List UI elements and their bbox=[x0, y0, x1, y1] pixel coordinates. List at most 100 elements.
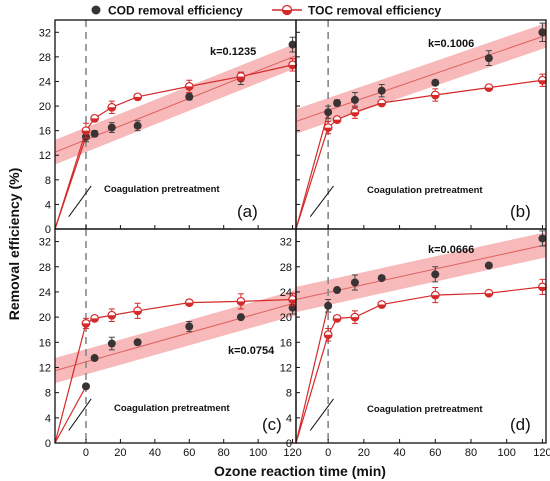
panel-d-x-tick-label: 120 bbox=[533, 447, 550, 459]
panel-a-y-tick-label: 28 bbox=[39, 52, 51, 64]
panel-d-toc-point-fill bbox=[485, 293, 493, 298]
panel-c-toc-point-fill bbox=[288, 299, 297, 304]
panel-b-label: (b) bbox=[510, 202, 531, 221]
panel-a-annotation-pointer bbox=[68, 185, 92, 218]
panel-d-x-tick-label: 20 bbox=[358, 447, 370, 459]
panel-a-fit-line bbox=[54, 55, 297, 153]
panel-a-plot: 0 4 8 12 16 20 24 28 32 bbox=[39, 19, 297, 236]
panel-d-cod-point bbox=[538, 234, 547, 243]
panel-c-cod-point bbox=[107, 339, 116, 348]
panel-c-y-tick-label: 4 bbox=[45, 413, 51, 425]
panel-a-toc-point-fill bbox=[108, 107, 116, 112]
panel-c-y-tick-label: 8 bbox=[45, 388, 51, 400]
panel-c-cod-point bbox=[133, 338, 142, 347]
panel-d-y-tick-label: 8 bbox=[286, 388, 292, 400]
panel-b-toc-point-fill bbox=[431, 94, 440, 99]
panel-d-y-tick-label: 20 bbox=[280, 312, 292, 324]
panel-c-k-label: k=0.0754 bbox=[228, 345, 275, 357]
panel-d-toc-point-fill bbox=[324, 334, 332, 339]
panel-d-cod-point bbox=[333, 286, 342, 295]
panel-c-x-tick-label: 40 bbox=[149, 447, 161, 459]
panel-c-y-tick-label: 20 bbox=[39, 312, 51, 324]
panel-c-toc-point-fill bbox=[185, 302, 194, 307]
panel-d-x-tick-label: 80 bbox=[465, 447, 477, 459]
panel-c-y-tick-label: 16 bbox=[39, 337, 51, 349]
panel-c-toc-point-fill bbox=[90, 318, 99, 323]
panel-b-toc-point-fill bbox=[333, 119, 341, 124]
panel-c-x-tick-label: 120 bbox=[283, 447, 301, 459]
panel-a-y-tick-label: 4 bbox=[45, 199, 51, 211]
panel-b-toc-point-fill bbox=[538, 80, 547, 85]
panel-c-toc-point-fill bbox=[82, 323, 90, 328]
panel-d-cod-point bbox=[377, 274, 386, 283]
panel-a-cod-start-line bbox=[54, 136, 87, 230]
panel-b-toc-point-fill bbox=[377, 102, 386, 107]
panel-d-cod-point bbox=[350, 278, 359, 287]
panel-d-x-tick-label: 60 bbox=[429, 447, 441, 459]
panel-d-toc-point-fill bbox=[351, 317, 359, 321]
panel-a-y-tick-label: 16 bbox=[39, 126, 51, 138]
panel-a-y-tick-label: 12 bbox=[39, 150, 51, 162]
panel-a-y-tick-label: 0 bbox=[45, 224, 51, 236]
legend-cod-marker bbox=[91, 5, 101, 15]
panel-a-toc-point-fill bbox=[237, 76, 245, 81]
panel-c-annotation-pointer bbox=[68, 398, 92, 431]
panel-c-y-tick-label: 24 bbox=[39, 287, 51, 299]
panel-d-cod-point bbox=[324, 301, 333, 310]
panel-d-frame bbox=[295, 228, 547, 444]
legend-cod-label: COD removal efficiency bbox=[108, 4, 243, 18]
panel-d-toc-point-fill bbox=[333, 318, 341, 323]
panel-c-x-tick-label: 60 bbox=[183, 447, 195, 459]
panel-c-annotation: Coagulation pretreatment bbox=[114, 403, 230, 414]
panel-c-cod-point bbox=[185, 322, 194, 331]
panel-a-toc-point-fill bbox=[90, 118, 99, 123]
panel-a-y-tick-label: 24 bbox=[39, 76, 51, 88]
panel-b: k=0.1006 Coagulation pretreatment (b) bbox=[295, 19, 547, 230]
panel-d-y-tick-label: 28 bbox=[280, 262, 292, 274]
panel-b-annotation: Coagulation pretreatment bbox=[367, 185, 483, 196]
panel-b-toc-point-fill bbox=[324, 127, 332, 132]
panel-c-x-tick-label: 100 bbox=[249, 447, 267, 459]
y-axis-title: Removal efficiency (%) bbox=[6, 168, 22, 321]
panel-d-y-tick-label: 24 bbox=[280, 287, 292, 299]
legend-toc-marker-fill bbox=[282, 10, 292, 15]
panel-b-cod-point bbox=[324, 108, 333, 117]
panel-d-y-tick-label: 4 bbox=[286, 413, 292, 425]
panel-b-cod-point bbox=[350, 95, 359, 104]
panel-a: 0 4 8 12 16 20 24 28 32 k=0.1235 Coagulation pre… bbox=[39, 19, 297, 236]
x-axis-title: Ozone reaction time (min) bbox=[214, 463, 386, 479]
panel-d-x-tick-label: 0 bbox=[325, 447, 331, 459]
panel-d-label: (d) bbox=[510, 415, 531, 434]
panel-d-x-tick-label: 40 bbox=[393, 447, 405, 459]
panel-d-annotation: Coagulation pretreatment bbox=[367, 404, 483, 415]
panel-c-toc-point-fill bbox=[133, 310, 142, 315]
panel-b-cod-point bbox=[333, 98, 342, 107]
panel-a-annotation: Coagulation pretreatment bbox=[104, 184, 220, 195]
panel-d-y-tick-label: 32 bbox=[280, 237, 292, 249]
panel-b-plot bbox=[295, 19, 547, 230]
panel-b-annotation-pointer bbox=[309, 185, 334, 218]
legend: COD removal efficiency TOC removal effic… bbox=[91, 4, 441, 18]
panel-a-cod-point bbox=[133, 121, 142, 130]
panel-d-y-tick-label: 16 bbox=[280, 337, 292, 349]
panel-c-x-tick-label: 0 bbox=[83, 447, 89, 459]
panel-b-cod-point bbox=[538, 28, 547, 37]
panel-d-plot: 0 4 8 12 16 20 24 28 32 0 20 40 60 80 100 120 bbox=[280, 228, 550, 459]
panel-a-y-tick-label: 8 bbox=[45, 175, 51, 187]
panel-c-fit-line bbox=[54, 302, 297, 372]
panel-c-x-tick-label: 20 bbox=[114, 447, 126, 459]
panel-d-toc-line bbox=[295, 286, 543, 444]
panel-a-toc-point-fill bbox=[82, 130, 90, 135]
panel-c-cod-point bbox=[90, 354, 99, 363]
panel-c-cod-point bbox=[81, 382, 90, 391]
panel-d-x-tick-label: 100 bbox=[498, 447, 516, 459]
panel-c-y-tick-label: 32 bbox=[39, 237, 51, 249]
panel-a-cod-point bbox=[107, 123, 116, 132]
panel-c-label: (c) bbox=[262, 415, 282, 434]
panel-c-y-tick-label: 12 bbox=[39, 362, 51, 374]
panel-c-y-tick-label: 28 bbox=[39, 262, 51, 274]
panel-d-toc-point-fill bbox=[431, 295, 440, 299]
